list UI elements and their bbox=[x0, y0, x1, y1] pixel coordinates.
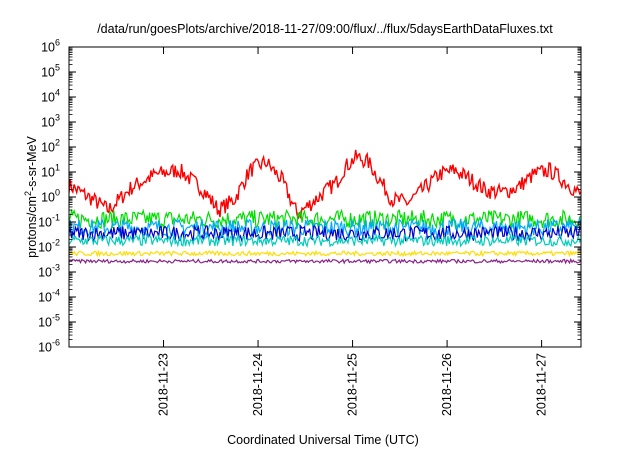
x-tick-label: 2018-11-25 bbox=[346, 353, 360, 416]
ticks-layer bbox=[69, 46, 581, 348]
y-tick-label: 104 bbox=[41, 88, 60, 105]
x-tick-labels: 2018-11-23 2018-11-24 2018-11-25 2018-11-26… bbox=[157, 353, 549, 416]
x-tick-label: 2018-11-23 bbox=[157, 353, 171, 416]
y-tick-label: 10-5 bbox=[38, 313, 60, 330]
y-axis-label-sup: 2 bbox=[23, 191, 33, 196]
series-line-0 bbox=[69, 149, 581, 220]
y-tick-label: 101 bbox=[41, 163, 60, 180]
y-tick-label: 103 bbox=[41, 113, 60, 130]
x-tick-label: 2018-11-26 bbox=[440, 353, 454, 416]
y-tick-label: 106 bbox=[41, 38, 60, 55]
y-tick-label: 10-2 bbox=[38, 238, 60, 255]
y-axis-label-base: protons/cm bbox=[25, 196, 39, 258]
chart-title: /data/run/goesPlots/archive/2018-11-27/0… bbox=[97, 22, 553, 36]
y-axis-label: protons/cm2-s-sr-MeV bbox=[23, 135, 39, 257]
svg-text:protons/cm2-s-sr-MeV: protons/cm2-s-sr-MeV bbox=[23, 135, 39, 257]
series-line-3 bbox=[69, 224, 581, 243]
y-tick-label: 102 bbox=[41, 138, 60, 155]
x-tick-label: 2018-11-27 bbox=[535, 353, 549, 416]
series-line-6 bbox=[69, 257, 581, 265]
y-tick-label: 100 bbox=[41, 188, 60, 205]
series-line-4 bbox=[69, 232, 581, 248]
y-tick-label: 10-4 bbox=[38, 288, 60, 305]
x-tick-label: 2018-11-24 bbox=[251, 353, 265, 416]
y-tick-label: 105 bbox=[41, 63, 60, 80]
plot-frame bbox=[68, 46, 582, 348]
series-line-5 bbox=[69, 249, 581, 258]
y-tick-label: 10-3 bbox=[38, 263, 60, 280]
y-tick-label: 10-6 bbox=[38, 338, 60, 355]
y-tick-label: 10-1 bbox=[38, 213, 60, 230]
y-tick-labels: 10-6 10-5 10-4 10-3 10-2 10-1 100 101 102 103 104 1… bbox=[38, 38, 60, 355]
x-axis-label: Coordinated Universal Time (UTC) bbox=[227, 433, 419, 447]
y-axis-label-rest: -s-sr-MeV bbox=[25, 135, 39, 191]
series-layer bbox=[69, 149, 581, 265]
series-line-2 bbox=[69, 217, 581, 238]
